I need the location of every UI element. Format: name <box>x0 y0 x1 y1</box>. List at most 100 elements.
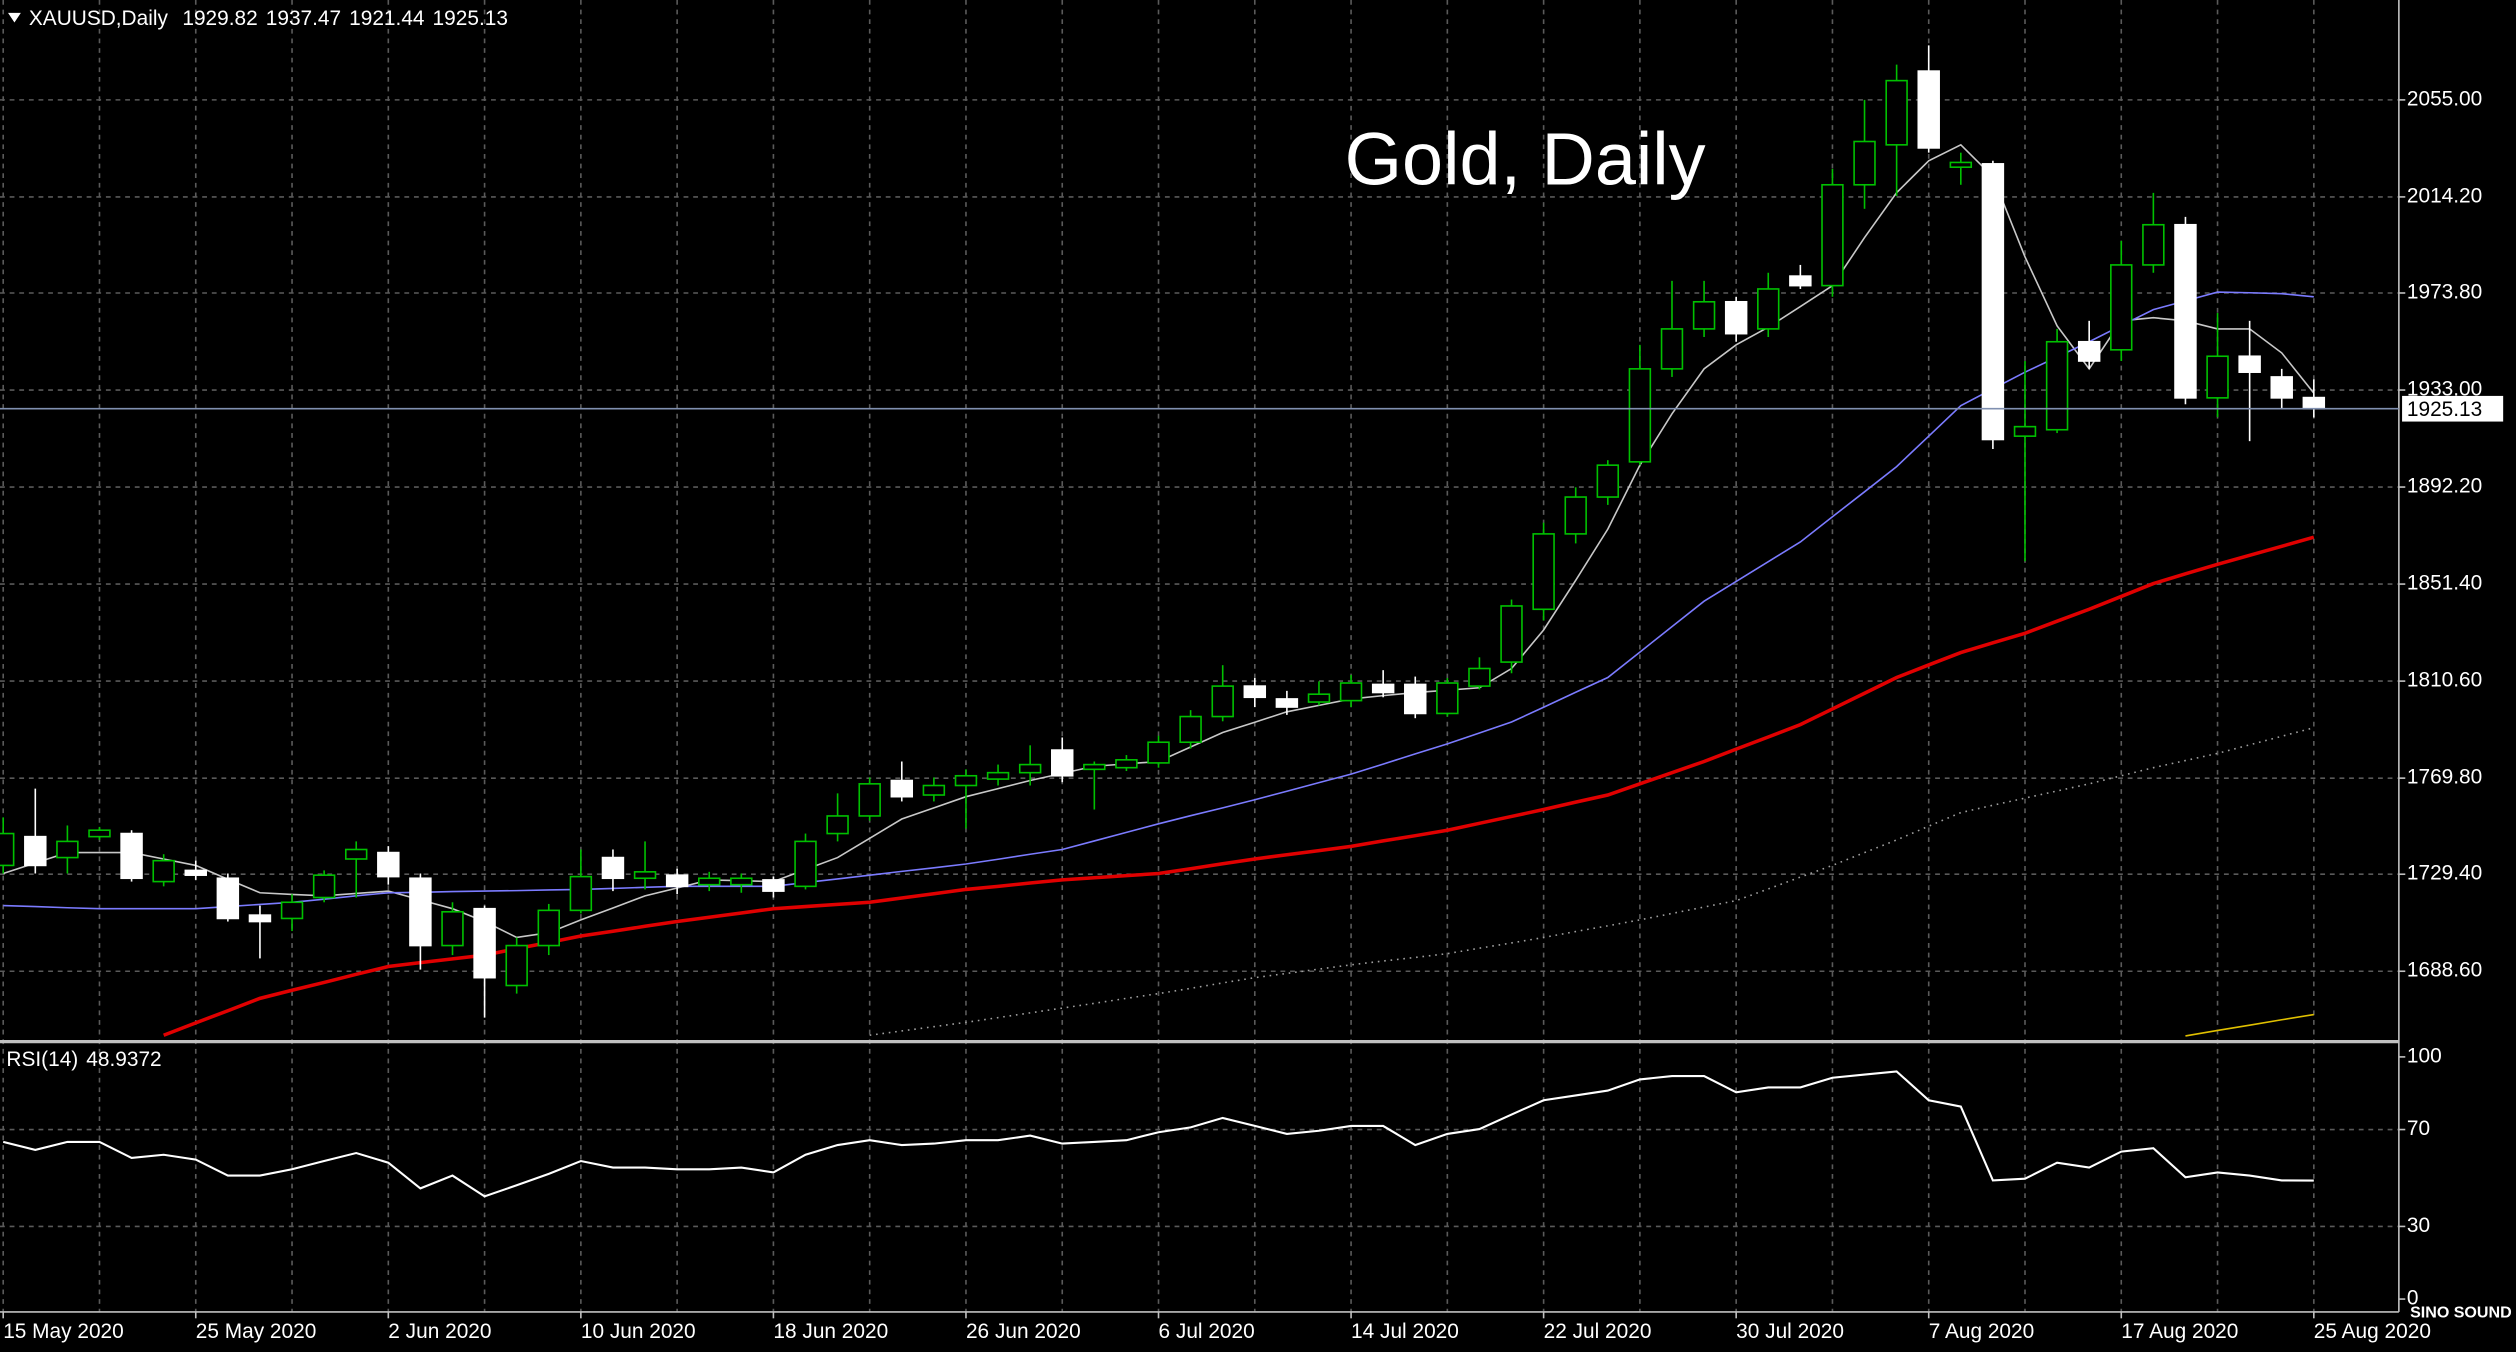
candle-body <box>1724 300 1748 335</box>
y-tick-label: 0 <box>2407 1287 2419 1310</box>
menu-triangle[interactable] <box>8 12 21 23</box>
candle-body <box>1018 763 1042 774</box>
y-tick-label: 2014.20 <box>2407 184 2482 207</box>
candle-body <box>858 783 881 817</box>
y-tick-label: 70 <box>2407 1117 2430 1140</box>
candle-body <box>1757 288 1780 330</box>
candle-body <box>88 829 111 838</box>
candle-body <box>1628 368 1652 463</box>
candle-body <box>2142 223 2165 266</box>
candle-body <box>1275 698 1299 708</box>
candle-body <box>1083 763 1106 771</box>
ohlc-low: 1921.44 <box>349 7 424 30</box>
moving-average <box>2185 1013 2314 1037</box>
candle-body <box>280 901 304 920</box>
candle-body <box>1917 70 1940 149</box>
candle-body <box>473 907 496 979</box>
candle-body <box>1821 183 1844 287</box>
candle-body <box>2302 396 2326 410</box>
candle-body <box>2045 340 2069 431</box>
plot: 1688.60 1729.40 1769.80 1810.60 1851.40 1892.… <box>0 45 2504 1343</box>
candle-body <box>216 877 240 920</box>
candle-body <box>1211 685 1234 718</box>
candle-body <box>0 832 15 867</box>
ohlc-open: 1929.82 <box>182 7 257 30</box>
x-tick-label: 25 May 2020 <box>196 1320 317 1343</box>
candle-body <box>1596 464 1620 498</box>
candle-body <box>1339 682 1363 702</box>
candle-body <box>826 815 849 835</box>
watermark: Gold, Daily <box>1345 118 1706 201</box>
candle-body <box>1981 163 2005 441</box>
candle-body <box>730 877 753 886</box>
candle-body <box>1404 683 1427 715</box>
y-tick-label: 1729.40 <box>2407 862 2482 885</box>
rsi-last-value: 48.9372 <box>86 1048 161 1071</box>
candle-body <box>601 856 625 880</box>
candle-body <box>1179 715 1202 744</box>
candle-body <box>762 879 785 892</box>
x-tick-label: 18 Jun 2020 <box>773 1320 888 1343</box>
y-tick-label: 1933.00 <box>2407 378 2482 401</box>
candle-body <box>505 944 528 987</box>
x-tick-label: 26 Jun 2020 <box>966 1320 1081 1343</box>
candle-body <box>1853 140 1876 186</box>
grid-layer <box>0 0 2399 1312</box>
candle-body <box>697 877 721 886</box>
rsi-header: RSI(14) 48.9372 <box>6 1048 161 1071</box>
candle-body <box>2110 264 2133 351</box>
current-price-label: 1925.13 <box>2407 398 2482 421</box>
candle-body <box>312 874 336 899</box>
candle-body <box>1468 667 1491 687</box>
candle-body <box>1436 682 1459 715</box>
candle-body <box>1500 605 1523 663</box>
candle-body <box>1243 685 1267 699</box>
candle-body <box>986 771 1010 780</box>
candle-body <box>1949 161 1973 168</box>
candle-body <box>569 875 593 912</box>
moving-average <box>3 291 2314 910</box>
candle-body <box>1885 79 1908 146</box>
candle-body <box>152 859 175 883</box>
candle-body <box>2077 340 2101 362</box>
x-tick-label: 17 Aug 2020 <box>2121 1320 2238 1343</box>
candle-body <box>56 840 79 859</box>
candle-body <box>794 840 817 888</box>
candle-body <box>922 784 946 796</box>
candle-body <box>248 914 272 923</box>
candle-body <box>2270 376 2293 399</box>
candle-body <box>344 848 368 860</box>
rsi-title: RSI(14) <box>6 1048 78 1071</box>
current-price-box <box>2402 395 2504 422</box>
candle-body <box>1692 300 1716 330</box>
candle-body <box>890 779 914 798</box>
y-tick-label: 30 <box>2407 1214 2430 1237</box>
candle-body <box>633 871 657 880</box>
candle-body <box>1789 275 1812 287</box>
candle-body <box>184 869 207 876</box>
candle-body <box>1147 741 1170 764</box>
x-tick-label: 10 Jun 2020 <box>581 1320 696 1343</box>
y-tick-label: 2055.00 <box>2407 87 2482 110</box>
x-tick-label: 2 Jun 2020 <box>388 1320 491 1343</box>
candle-body <box>409 877 432 947</box>
candle-body <box>2238 355 2261 373</box>
candle-body <box>665 874 689 888</box>
candle-body <box>1371 683 1395 694</box>
chart-header: XAUUSD,Daily 1929.82 1937.47 1921.44 1925.13 <box>29 7 508 30</box>
y-tick-label: 1810.60 <box>2407 669 2482 692</box>
candle-body <box>1660 328 1684 370</box>
candle-body <box>1307 693 1331 703</box>
candle-body <box>2174 223 2197 399</box>
x-tick-label: 7 Aug 2020 <box>1929 1320 2035 1343</box>
candle-body <box>2206 355 2229 399</box>
candle-body <box>954 774 978 787</box>
y-tick-label: 1973.80 <box>2407 280 2482 303</box>
ohlc-close: 1925.13 <box>433 7 508 30</box>
x-tick-label: 14 Jul 2020 <box>1351 1320 1459 1343</box>
y-tick-label: 1892.20 <box>2407 475 2482 498</box>
x-tick-label: 15 May 2020 <box>3 1320 124 1343</box>
candle-body <box>120 832 143 880</box>
